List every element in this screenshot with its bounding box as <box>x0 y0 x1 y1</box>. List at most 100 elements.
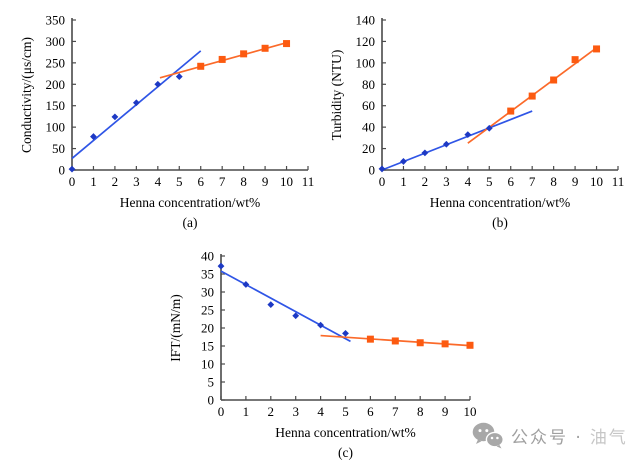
data-point-square <box>261 44 269 52</box>
data-point-diamond <box>68 165 76 173</box>
watermark-text: 公众号 · <box>511 428 583 448</box>
x-tick-label: 7 <box>219 174 226 189</box>
data-point-diamond <box>111 113 119 121</box>
y-tick-label: 0 <box>208 393 215 408</box>
x-tick-label: 8 <box>550 174 557 189</box>
y-tick-label: 60 <box>362 98 375 113</box>
data-point-diamond <box>378 165 386 173</box>
data-point-square <box>593 45 601 53</box>
data-point-square <box>366 335 374 343</box>
data-point-diamond <box>292 312 300 320</box>
y-tick-label: 30 <box>201 285 214 300</box>
fit-line-low-concentration-diamonds <box>220 270 351 343</box>
y-tick-label: 120 <box>356 34 376 49</box>
x-tick-label: 6 <box>507 174 514 189</box>
data-point-diamond <box>442 140 450 148</box>
x-tick-label: 6 <box>197 174 204 189</box>
y-tick-label: 25 <box>201 303 214 318</box>
data-point-square <box>283 40 291 48</box>
chart-caption: (a) <box>183 215 198 230</box>
x-tick-label: 1 <box>90 174 97 189</box>
y-axis-title: Turbidity (NTU) <box>329 50 344 141</box>
y-tick-label: 140 <box>356 13 376 28</box>
y-tick-label: 0 <box>369 163 376 178</box>
data-point-square <box>197 62 205 70</box>
y-tick-label: 0 <box>59 163 66 178</box>
y-tick-label: 35 <box>201 267 214 282</box>
data-point-square <box>550 76 558 84</box>
data-point-diamond <box>342 330 349 337</box>
x-tick-label: 1 <box>243 404 250 419</box>
data-point-diamond <box>267 301 275 308</box>
data-point-square <box>507 107 515 115</box>
data-point-diamond <box>464 131 472 139</box>
y-tick-label: 20 <box>201 321 214 336</box>
data-point-square <box>466 341 474 349</box>
x-tick-label: 8 <box>240 174 247 189</box>
x-tick-label: 0 <box>218 404 225 419</box>
x-tick-label: 1 <box>400 174 407 189</box>
x-tick-label: 4 <box>465 174 472 189</box>
x-tick-label: 5 <box>176 174 183 189</box>
y-tick-label: 40 <box>201 249 214 264</box>
y-tick-label: 10 <box>201 357 214 372</box>
x-tick-label: 2 <box>268 404 275 419</box>
data-point-diamond <box>132 99 140 107</box>
y-tick-label: 20 <box>362 141 375 156</box>
x-tick-label: 5 <box>486 174 493 189</box>
x-axis-title: Henna concentration/wt% <box>430 195 571 210</box>
chart-c-plot: 0 1 2 3 4 5 6 7 8 9 100510152025303540IFT/(mN/m)He… <box>168 249 477 461</box>
wechat-icon <box>472 422 504 449</box>
x-tick-label: 6 <box>367 404 374 419</box>
data-point-square <box>240 50 248 58</box>
y-tick-label: 100 <box>356 55 376 70</box>
x-tick-label: 0 <box>379 174 386 189</box>
y-axis-title: IFT/(mN/m) <box>168 294 183 362</box>
x-tick-label: 3 <box>133 174 140 189</box>
y-axis-title: Conductivity/(μs/cm) <box>19 37 34 153</box>
y-tick-label: 200 <box>46 77 66 92</box>
y-tick-label: 40 <box>362 120 375 135</box>
data-point-diamond <box>485 124 493 132</box>
chart-b-plot: 0 1 2 3 4 5 6 7 8 9 10 11020406080100120140Turbidit… <box>329 13 625 231</box>
x-tick-label: 10 <box>464 404 477 419</box>
chart-a-conductivity: 0 1 2 3 4 5 6 7 8 9 10 11 0 50 100 150 200 250 300 350 Condu… <box>18 4 320 237</box>
data-point-square <box>571 56 579 64</box>
data-point-diamond <box>90 133 97 140</box>
data-point-square <box>441 340 449 348</box>
y-tick-label: 5 <box>208 375 215 390</box>
data-point-diamond <box>154 80 162 88</box>
x-tick-label: 7 <box>529 174 536 189</box>
y-tick-label: 250 <box>46 55 66 70</box>
y-tick-label: 150 <box>46 98 66 113</box>
x-tick-label: 8 <box>417 404 424 419</box>
data-point-square <box>528 92 536 100</box>
data-point-square <box>391 337 399 345</box>
fit-line-low-concentration-diamonds <box>381 110 533 171</box>
data-point-diamond <box>317 321 324 329</box>
x-tick-label: 7 <box>392 404 399 419</box>
y-tick-label: 350 <box>46 13 66 28</box>
chart-caption: (b) <box>492 215 508 230</box>
x-tick-label: 3 <box>443 174 450 189</box>
data-point-square <box>218 55 226 63</box>
y-tick-label: 50 <box>52 141 65 156</box>
data-point-diamond <box>217 262 225 270</box>
chart-b-turbidity: 0 1 2 3 4 5 6 7 8 9 10 11 0 20 40 60 80 100 120 140 Turbidit… <box>328 4 630 237</box>
y-tick-label: 80 <box>362 77 375 92</box>
x-tick-label: 2 <box>422 174 429 189</box>
data-point-square <box>416 339 424 347</box>
watermark-text-faded: 油气 <box>589 428 628 448</box>
x-tick-label: 9 <box>572 174 579 189</box>
x-axis-title: Henna concentration/wt% <box>275 425 416 440</box>
x-tick-label: 2 <box>112 174 119 189</box>
x-tick-label: 4 <box>317 404 324 419</box>
chart-caption: (c) <box>338 445 353 460</box>
x-tick-label: 9 <box>262 174 269 189</box>
x-tick-label: 10 <box>280 174 293 189</box>
x-tick-label: 10 <box>590 174 603 189</box>
data-point-diamond <box>421 149 429 157</box>
x-tick-label: 0 <box>69 174 76 189</box>
x-tick-label: 11 <box>612 174 625 189</box>
